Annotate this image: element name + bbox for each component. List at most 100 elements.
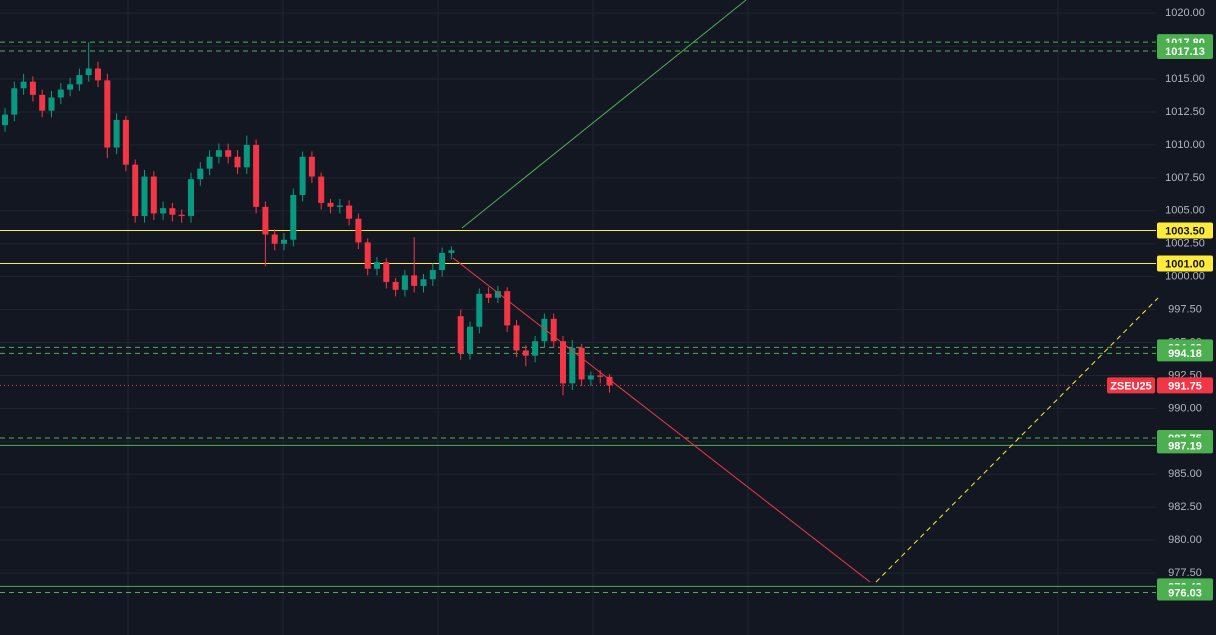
symbol-badge [1107,377,1155,394]
y-tick-label: 982.50 [1168,501,1202,513]
candle-body [541,318,548,342]
y-tick-label: 977.50 [1168,567,1202,579]
candle-body [336,205,343,207]
candle-body [504,291,511,326]
candle-body [429,270,436,280]
candle-body [215,150,222,157]
candle-body [383,262,390,282]
candle-body [439,252,446,271]
candle-body [253,144,260,207]
candle-body [392,281,399,290]
axis-labels: 977.50980.00982.50985.00987.50990.00992.… [1107,7,1213,601]
candle-body [271,234,278,244]
candle-body [197,168,204,180]
price-level-label: 987.19 [1168,440,1202,452]
y-tick-label: 1007.50 [1165,172,1205,184]
candle-body [420,279,427,286]
candle-body [206,156,213,169]
y-tick-label: 1020.00 [1165,7,1205,19]
levels [0,41,1156,593]
candle-body [522,350,529,356]
y-tick-label: 1010.00 [1165,139,1205,151]
candle-body [476,293,483,327]
vertical-grid [127,0,1059,635]
price-level-badge [1157,222,1213,239]
candle-body [39,94,46,111]
candle-body [560,341,566,384]
candle-body [132,164,139,217]
y-tick-label: 1000.00 [1165,271,1205,283]
candle-body [20,81,27,89]
y-tick-label: 997.50 [1168,304,1202,316]
candle-body [76,75,83,85]
price-level-badge [1157,255,1213,272]
price-level-badge [1157,584,1213,601]
y-tick-label: 1002.50 [1165,238,1205,250]
candle-body [494,291,501,298]
candle-body [467,326,473,354]
candle-body [411,275,418,286]
candle-body [364,242,371,269]
candle-body [234,156,241,168]
candle-body [513,325,520,351]
projection-line [875,297,1159,583]
y-tick-label: 985.00 [1168,468,1202,480]
candle-body [188,179,194,217]
candle-body [299,156,306,195]
candle-body [57,89,64,98]
candle-body [225,150,232,157]
price-level-label: 1017.13 [1165,46,1205,58]
candle-body [29,81,36,95]
y-tick-label: 990.00 [1168,402,1202,414]
candle-body [448,250,455,253]
candle-body [327,202,334,207]
candle-body [606,376,613,386]
candle-body [122,119,129,165]
candle-body [374,262,380,269]
candle-body [150,176,157,214]
candle-body [308,156,315,177]
y-tick-label: 1015.00 [1165,73,1205,85]
price-level-label: 994.18 [1168,348,1202,360]
candle-body [355,218,362,243]
candle-body [401,275,408,290]
candle-body [346,205,353,219]
candles [2,42,613,396]
grid [0,12,1156,574]
candle-body [67,84,74,90]
price-level-label: 976.03 [1168,587,1202,599]
candle-body [141,176,148,217]
candle-body [95,68,101,81]
symbol-label: ZSEU25 [1110,380,1152,392]
candle-body [85,68,92,76]
candle-body [169,208,176,215]
candle-body [587,375,594,380]
price-level-label: 1001.00 [1165,258,1205,270]
candle-body [243,144,250,168]
candle-body [290,194,297,240]
candle-body [485,293,492,298]
candle-body [569,347,576,384]
price-level-badge [1157,42,1213,59]
candle-body [262,206,269,235]
candle-body [532,341,539,356]
trend-line-down [452,257,871,583]
trend-line-up [461,0,747,229]
candle-body [318,176,325,203]
candle-body [597,375,604,377]
candle-body [48,97,55,111]
candle-body [550,318,557,342]
candle-body [113,119,120,148]
candle-body [178,214,185,217]
candle-body [160,208,167,214]
last-price-label: 991.75 [1168,380,1202,392]
candle-body [2,114,8,126]
price-level-badge [1157,437,1213,454]
price-level-badge [1157,345,1213,362]
candle-body [104,80,111,148]
price-level-label: 1003.50 [1165,225,1205,237]
candle-body [457,316,464,354]
candle-body [281,239,287,244]
y-tick-label: 980.00 [1168,534,1202,546]
